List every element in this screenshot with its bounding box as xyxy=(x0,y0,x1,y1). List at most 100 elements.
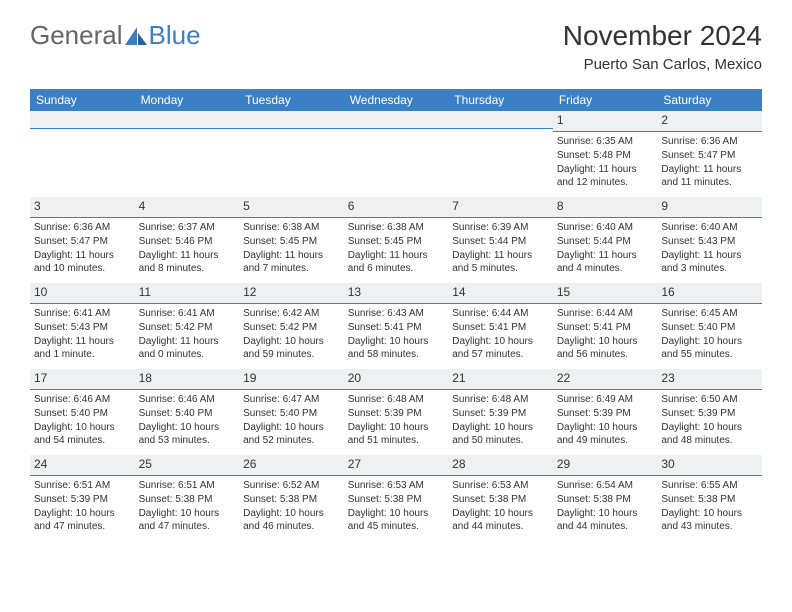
calendar-cell xyxy=(239,111,344,197)
sunset-text: Sunset: 5:43 PM xyxy=(661,235,758,248)
sunrise-text: Sunrise: 6:48 AM xyxy=(452,393,549,406)
dayhead-sun: Sunday xyxy=(30,89,135,111)
sail-icon xyxy=(125,27,147,45)
sunrise-text: Sunrise: 6:36 AM xyxy=(34,221,131,234)
location-label: Puerto San Carlos, Mexico xyxy=(563,56,762,73)
sunrise-text: Sunrise: 6:38 AM xyxy=(348,221,445,234)
daylight-text: Daylight: 10 hours and 45 minutes. xyxy=(348,507,445,533)
day-number: 28 xyxy=(448,455,553,476)
sunrise-text: Sunrise: 6:39 AM xyxy=(452,221,549,234)
calendar-cell: 11Sunrise: 6:41 AMSunset: 5:42 PMDayligh… xyxy=(135,283,240,369)
calendar-cell: 2Sunrise: 6:36 AMSunset: 5:47 PMDaylight… xyxy=(657,111,762,197)
sunrise-text: Sunrise: 6:50 AM xyxy=(661,393,758,406)
calendar-cell: 19Sunrise: 6:47 AMSunset: 5:40 PMDayligh… xyxy=(239,369,344,455)
sunset-text: Sunset: 5:38 PM xyxy=(243,493,340,506)
daylight-text: Daylight: 11 hours and 7 minutes. xyxy=(243,249,340,275)
calendar-row: 3Sunrise: 6:36 AMSunset: 5:47 PMDaylight… xyxy=(30,197,762,283)
sunrise-text: Sunrise: 6:51 AM xyxy=(34,479,131,492)
calendar-row: 24Sunrise: 6:51 AMSunset: 5:39 PMDayligh… xyxy=(30,455,762,541)
calendar-cell: 3Sunrise: 6:36 AMSunset: 5:47 PMDaylight… xyxy=(30,197,135,283)
sunrise-text: Sunrise: 6:40 AM xyxy=(661,221,758,234)
sunset-text: Sunset: 5:45 PM xyxy=(243,235,340,248)
sunset-text: Sunset: 5:40 PM xyxy=(139,407,236,420)
dayhead-tue: Tuesday xyxy=(239,89,344,111)
day-number: 19 xyxy=(239,369,344,390)
sunrise-text: Sunrise: 6:49 AM xyxy=(557,393,654,406)
logo: General Blue xyxy=(30,20,201,51)
day-number: 4 xyxy=(135,197,240,218)
sunset-text: Sunset: 5:45 PM xyxy=(348,235,445,248)
sunset-text: Sunset: 5:42 PM xyxy=(139,321,236,334)
day-number: 23 xyxy=(657,369,762,390)
day-number: 22 xyxy=(553,369,658,390)
day-number: 15 xyxy=(553,283,658,304)
calendar-cell: 25 Sunrise: 6:51 AMSunset: 5:38 PMDayligh… xyxy=(135,455,240,541)
day-number: 20 xyxy=(344,369,449,390)
calendar-cell: 4Sunrise: 6:37 AMSunset: 5:46 PMDaylight… xyxy=(135,197,240,283)
day-number: 9 xyxy=(657,197,762,218)
daylight-text: Daylight: 11 hours and 11 minutes. xyxy=(661,163,758,189)
sunrise-text: Sunrise: 6:46 AM xyxy=(139,393,236,406)
daylight-text: Daylight: 10 hours and 47 minutes. xyxy=(139,507,236,533)
daylight-text: Daylight: 11 hours and 12 minutes. xyxy=(557,163,654,189)
sunset-text: Sunset: 5:47 PM xyxy=(34,235,131,248)
calendar-cell: 15Sunrise: 6:44 AMSunset: 5:41 PMDayligh… xyxy=(553,283,658,369)
sunset-text: Sunset: 5:43 PM xyxy=(34,321,131,334)
calendar-row: 17Sunrise: 6:46 AMSunset: 5:40 PMDayligh… xyxy=(30,369,762,455)
empty-day xyxy=(135,111,240,129)
sunrise-text: Sunrise: 6:51 AM xyxy=(139,479,236,492)
header: General Blue November 2024 Puerto San Ca… xyxy=(0,0,792,81)
sunset-text: Sunset: 5:47 PM xyxy=(661,149,758,162)
sunset-text: Sunset: 5:38 PM xyxy=(139,493,236,506)
sunrise-text: Sunrise: 6:52 AM xyxy=(243,479,340,492)
day-number: 25 xyxy=(135,455,240,476)
daylight-text: Daylight: 10 hours and 44 minutes. xyxy=(452,507,549,533)
calendar-cell: 17Sunrise: 6:46 AMSunset: 5:40 PMDayligh… xyxy=(30,369,135,455)
daylight-text: Daylight: 10 hours and 50 minutes. xyxy=(452,421,549,447)
calendar-cell: 23 Sunrise: 6:50 AMSunset: 5:39 PMDayligh… xyxy=(657,369,762,455)
empty-day xyxy=(30,111,135,129)
sunset-text: Sunset: 5:41 PM xyxy=(348,321,445,334)
sunset-text: Sunset: 5:39 PM xyxy=(661,407,758,420)
day-number: 5 xyxy=(239,197,344,218)
sunset-text: Sunset: 5:40 PM xyxy=(661,321,758,334)
calendar-cell: 5Sunrise: 6:38 AMSunset: 5:45 PMDaylight… xyxy=(239,197,344,283)
empty-day xyxy=(344,111,449,129)
day-header-row: Sunday Monday Tuesday Wednesday Thursday… xyxy=(30,89,762,111)
sunset-text: Sunset: 5:38 PM xyxy=(661,493,758,506)
daylight-text: Daylight: 10 hours and 52 minutes. xyxy=(243,421,340,447)
daylight-text: Daylight: 11 hours and 8 minutes. xyxy=(139,249,236,275)
sunrise-text: Sunrise: 6:41 AM xyxy=(139,307,236,320)
sunrise-text: Sunrise: 6:42 AM xyxy=(243,307,340,320)
calendar-cell: 14Sunrise: 6:44 AMSunset: 5:41 PMDayligh… xyxy=(448,283,553,369)
sunset-text: Sunset: 5:39 PM xyxy=(557,407,654,420)
daylight-text: Daylight: 10 hours and 43 minutes. xyxy=(661,507,758,533)
calendar-cell: 1Sunrise: 6:35 AMSunset: 5:48 PMDaylight… xyxy=(553,111,658,197)
day-number: 30 xyxy=(657,455,762,476)
sunrise-text: Sunrise: 6:37 AM xyxy=(139,221,236,234)
sunrise-text: Sunrise: 6:45 AM xyxy=(661,307,758,320)
sunset-text: Sunset: 5:39 PM xyxy=(348,407,445,420)
sunset-text: Sunset: 5:38 PM xyxy=(348,493,445,506)
sunset-text: Sunset: 5:40 PM xyxy=(243,407,340,420)
logo-text-blue: Blue xyxy=(149,20,201,51)
calendar-cell xyxy=(30,111,135,197)
calendar-row: 1Sunrise: 6:35 AMSunset: 5:48 PMDaylight… xyxy=(30,111,762,197)
sunset-text: Sunset: 5:39 PM xyxy=(452,407,549,420)
daylight-text: Daylight: 11 hours and 5 minutes. xyxy=(452,249,549,275)
calendar-cell: 21Sunrise: 6:48 AMSunset: 5:39 PMDayligh… xyxy=(448,369,553,455)
sunrise-text: Sunrise: 6:35 AM xyxy=(557,135,654,148)
sunset-text: Sunset: 5:44 PM xyxy=(557,235,654,248)
dayhead-thu: Thursday xyxy=(448,89,553,111)
calendar-cell: 12Sunrise: 6:42 AMSunset: 5:42 PMDayligh… xyxy=(239,283,344,369)
day-number: 13 xyxy=(344,283,449,304)
calendar-cell: 7Sunrise: 6:39 AMSunset: 5:44 PMDaylight… xyxy=(448,197,553,283)
sunrise-text: Sunrise: 6:46 AM xyxy=(34,393,131,406)
dayhead-mon: Monday xyxy=(135,89,240,111)
sunrise-text: Sunrise: 6:48 AM xyxy=(348,393,445,406)
calendar-cell: 9Sunrise: 6:40 AMSunset: 5:43 PMDaylight… xyxy=(657,197,762,283)
day-number: 6 xyxy=(344,197,449,218)
daylight-text: Daylight: 10 hours and 48 minutes. xyxy=(661,421,758,447)
daylight-text: Daylight: 10 hours and 53 minutes. xyxy=(139,421,236,447)
calendar-cell: 20Sunrise: 6:48 AMSunset: 5:39 PMDayligh… xyxy=(344,369,449,455)
